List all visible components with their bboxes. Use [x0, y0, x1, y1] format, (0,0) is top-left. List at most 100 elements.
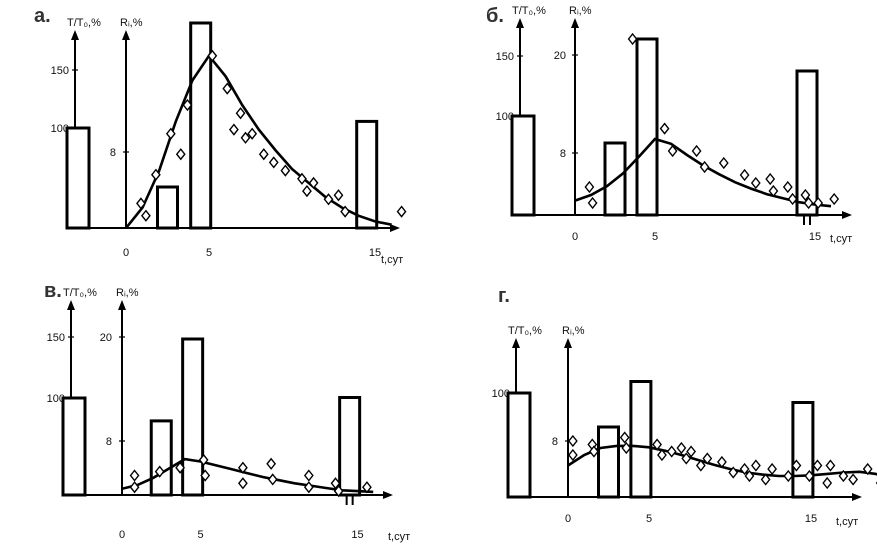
- data-point: [333, 484, 344, 498]
- left-axis-arrow-icon: [71, 30, 79, 40]
- x-tick-label: 15: [351, 529, 363, 541]
- bar-4: [338, 396, 362, 497]
- left-tick-label: 150: [496, 51, 514, 63]
- bar-2: [149, 419, 173, 497]
- data-point: [141, 209, 151, 222]
- data-point: [280, 164, 291, 177]
- x-tick-label: 5: [652, 231, 658, 243]
- data-point: [760, 473, 771, 486]
- left-axis-label: T/T₀,%: [512, 5, 546, 17]
- bar-1: [65, 126, 91, 230]
- panel-label: б.: [486, 5, 504, 27]
- x-tick-label: 15: [369, 247, 381, 259]
- x-tick-label: 0: [119, 529, 125, 541]
- left-tick-label: 100: [51, 123, 69, 135]
- data-point: [229, 123, 239, 136]
- data-point: [621, 441, 632, 455]
- data-point: [862, 462, 873, 476]
- x-axis-label: t,сут: [830, 233, 852, 245]
- data-point: [154, 465, 165, 478]
- chart-panel-4: г. T/T₀,% Rᵢ,% t,сут 100 8 0 5 15: [492, 285, 877, 528]
- data-point: [782, 180, 793, 194]
- data-point: [804, 469, 815, 483]
- x-tick-label: 0: [572, 231, 578, 243]
- bar-1: [510, 114, 536, 217]
- data-point: [247, 127, 258, 140]
- left-tick-label: 100: [47, 393, 65, 405]
- data-point: [751, 459, 761, 472]
- left-tick-label: 100: [492, 388, 510, 400]
- bar-3: [635, 37, 659, 217]
- bar-4: [355, 119, 379, 230]
- data-point: [619, 431, 630, 444]
- data-point: [567, 448, 578, 462]
- left-axis-label: T/T₀,%: [67, 17, 101, 29]
- left-tick-label: 150: [51, 65, 69, 77]
- data-point: [266, 457, 277, 470]
- data-point: [303, 481, 314, 494]
- right-axis-label: Rᵢ,%: [116, 287, 139, 299]
- right-tick-label: 20: [554, 50, 566, 62]
- bar-2: [156, 185, 179, 230]
- right-axis-arrow-icon: [571, 18, 579, 28]
- data-point: [323, 193, 334, 206]
- data-point: [362, 481, 372, 494]
- x-tick-label: 5: [197, 529, 203, 541]
- data-point: [739, 462, 750, 476]
- x-tick-label: 15: [805, 513, 817, 525]
- x-tick-label: 15: [809, 231, 821, 243]
- data-point: [297, 172, 307, 185]
- data-point: [666, 445, 677, 458]
- data-point: [627, 32, 638, 46]
- data-point: [330, 477, 341, 490]
- data-point: [340, 205, 351, 218]
- data-point: [258, 148, 269, 161]
- data-point: [812, 459, 823, 472]
- data-point: [207, 49, 218, 62]
- data-point: [699, 160, 710, 174]
- data-point: [717, 455, 727, 469]
- data-point: [691, 144, 702, 158]
- data-point: [686, 445, 697, 458]
- bar-3: [629, 380, 653, 499]
- right-tick-label: 8: [106, 436, 112, 448]
- right-tick-label: 8: [560, 148, 566, 160]
- data-point: [728, 466, 739, 479]
- data-point: [783, 469, 794, 483]
- bar-3: [189, 21, 213, 230]
- data-point: [584, 180, 595, 194]
- bar-4: [795, 69, 819, 217]
- x-axis-arrow-icon: [390, 224, 400, 232]
- x-tick-label: 5: [206, 247, 212, 259]
- data-point: [333, 189, 344, 202]
- panel-label: а.: [34, 5, 51, 27]
- data-point: [676, 441, 687, 455]
- data-point: [587, 196, 598, 210]
- bar-4: [791, 401, 815, 499]
- data-point: [589, 445, 599, 458]
- x-tick-label: 5: [646, 513, 652, 525]
- data-point: [803, 196, 814, 210]
- data-point: [718, 156, 729, 170]
- bar-3: [181, 337, 205, 497]
- right-axis-label: Rᵢ,%: [120, 17, 143, 29]
- data-point: [396, 205, 407, 218]
- data-point: [165, 127, 176, 140]
- data-point: [739, 168, 750, 182]
- left-tick-label: 100: [496, 111, 514, 123]
- left-axis-label: T/T₀,%: [63, 287, 97, 299]
- panel-label: г.: [498, 285, 510, 307]
- left-tick-label: 150: [47, 332, 65, 344]
- data-point: [768, 184, 779, 198]
- data-point: [652, 438, 662, 451]
- data-point: [136, 197, 146, 210]
- data-point: [198, 453, 209, 467]
- data-point: [175, 148, 186, 161]
- x-tick-label: 0: [123, 247, 129, 259]
- left-axis-arrow-icon: [67, 300, 75, 310]
- data-point: [308, 176, 319, 190]
- x-axis-label: t,сут: [381, 254, 403, 266]
- data-point: [750, 176, 761, 190]
- right-axis-label: Rᵢ,%: [569, 5, 592, 17]
- data-point: [667, 144, 678, 158]
